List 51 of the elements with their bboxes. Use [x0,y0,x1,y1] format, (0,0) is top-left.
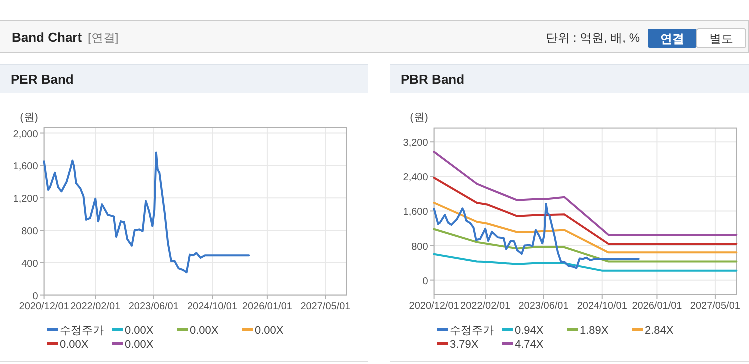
y-tick-label: 1,200 [13,194,39,206]
legend-label: 0.00X [190,325,220,337]
line-series [433,176,738,246]
y-tick-label: 1,600 [403,207,429,218]
legend-label: 0.00X [125,339,154,351]
x-tick-label: 2023/06/01 [518,301,570,312]
line-series [433,202,738,254]
text: Band Chart [12,30,83,45]
line-series [433,253,738,272]
y-tick-label: 800 [22,226,39,238]
y-tick-label: 3,200 [403,138,429,150]
y-axis-title: (원) [410,112,428,124]
x-tick-label: 2020/12/01 [19,301,70,312]
x-tick-label: 2023/06/01 [128,301,180,312]
y-tick-label: 1,600 [13,162,39,173]
text: 단위 : 억원, 배, % [546,31,640,45]
legend-label: 3.79X [450,339,480,351]
y-tick-label: 400 [22,258,39,270]
x-tick-label: 2020/12/01 [409,301,460,312]
y-tick-label: 800 [412,242,429,253]
y-axis-title: (원) [20,112,38,124]
x-tick-label: 2027/05/01 [690,301,741,312]
line-series [43,152,250,274]
legend-label: 수정주가 [450,325,494,337]
chart-title: PER Band [11,72,74,87]
toggle-button: 별도 [696,28,746,48]
legend-label: 0.00X [60,339,90,351]
x-tick-label: 2022/02/01 [70,301,122,312]
legend-label: 0.00X [255,325,284,337]
x-tick-label: 2024/10/01 [188,301,238,312]
line-series [433,203,640,270]
legend-label: 2.84X [645,325,674,337]
legend-label: 4.74X [515,339,544,351]
x-tick-label: 2026/01/01 [632,301,683,312]
y-tick-label: 0 [422,276,429,288]
legend-label: 1.89X [580,325,610,337]
y-tick-label: 2,400 [403,172,429,184]
x-tick-label: 2026/01/01 [242,301,293,312]
x-tick-label: 2027/05/01 [300,301,352,312]
y-tick-label: 0 [32,291,39,302]
selected-button: 연결 [648,29,697,48]
x-tick-label: 2024/10/01 [577,301,628,312]
legend-label: 0.94X [515,325,544,337]
chart-title: PBR Band [401,72,465,87]
x-tick-label: 2022/02/01 [460,301,512,312]
line-series [433,151,738,236]
text: [연결] [88,31,119,45]
line-series [433,228,738,263]
legend-label: 0.00X [125,325,154,337]
legend-label: 수정주가 [60,325,104,337]
y-tick-label: 2,000 [13,129,39,140]
